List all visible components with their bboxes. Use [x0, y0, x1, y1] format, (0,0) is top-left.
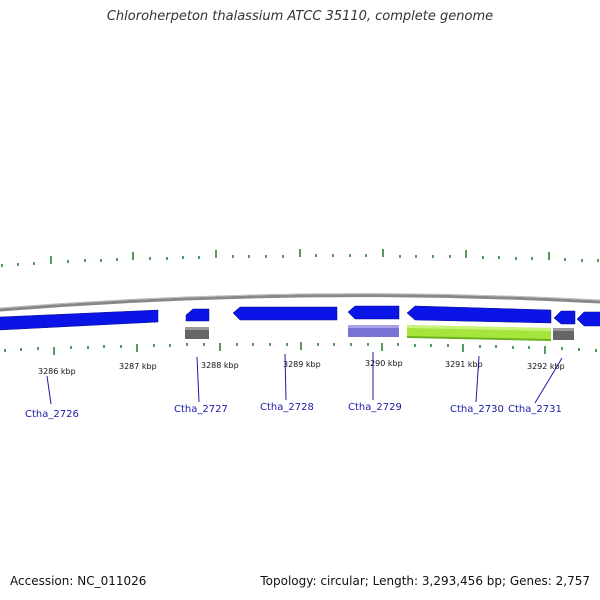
gene-leader-lines: [46, 352, 563, 405]
forward-strand-genes: [0, 305, 600, 331]
kbp-scale: 3286 kbp 3287 kbp 3288 kbp 3289 kbp 3290…: [38, 359, 565, 376]
feature-ctha-2729-highlight: [348, 325, 399, 328]
inner-tick-row: [4, 342, 597, 355]
kbp-label: 3289 kbp: [283, 360, 321, 369]
kbp-label: 3290 kbp: [365, 359, 403, 368]
kbp-label: 3288 kbp: [201, 361, 239, 370]
map-title: Chloroherpeton thalassium ATCC 35110, co…: [106, 9, 494, 24]
topology-summary: Topology: circular; Length: 3,293,456 bp…: [260, 574, 590, 588]
feature-ctha-2730-highlight: [407, 325, 551, 331]
kbp-label: 3292 kbp: [527, 362, 565, 371]
gene-label-ctha-2726[interactable]: Ctha_2726: [25, 409, 79, 420]
kbp-label: 3291 kbp: [445, 360, 483, 369]
outer-tick-row: [1, 249, 599, 267]
gene-label-ctha-2730[interactable]: Ctha_2730: [450, 404, 504, 415]
gene-arrow-ctha-2728[interactable]: [232, 306, 338, 321]
kbp-label: 3286 kbp: [38, 367, 76, 376]
gene-label-ctha-2727[interactable]: Ctha_2727: [174, 404, 228, 415]
gene-arrow-ctha-2730[interactable]: [406, 305, 552, 324]
gene-arrow-ctha-2727[interactable]: [185, 308, 210, 322]
genome-backbone-highlight: [0, 293, 600, 309]
gene-arrow-ctha-2729[interactable]: [347, 305, 400, 320]
genome-backbone: [0, 294, 600, 312]
feature-ctha-2730-edge: [407, 336, 551, 341]
feature-ctha-2727-highlight: [185, 327, 209, 330]
kbp-label: 3287 kbp: [119, 362, 157, 371]
gene-arrow-ctha-2731[interactable]: [553, 310, 576, 325]
gene-arrow-next[interactable]: [576, 311, 600, 327]
feature-row: [185, 325, 574, 341]
accession-text: Accession: NC_011026: [10, 574, 147, 588]
gene-label-ctha-2731[interactable]: Ctha_2731: [508, 404, 562, 415]
gene-label-ctha-2729[interactable]: Ctha_2729: [348, 402, 402, 413]
gene-label-ctha-2728[interactable]: Ctha_2728: [260, 402, 314, 413]
gene-labels: Ctha_2726 Ctha_2727 Ctha_2728 Ctha_2729 …: [25, 402, 562, 420]
gene-arrow-ctha-2726[interactable]: [0, 309, 159, 331]
feature-ctha-2731-highlight: [553, 328, 574, 331]
